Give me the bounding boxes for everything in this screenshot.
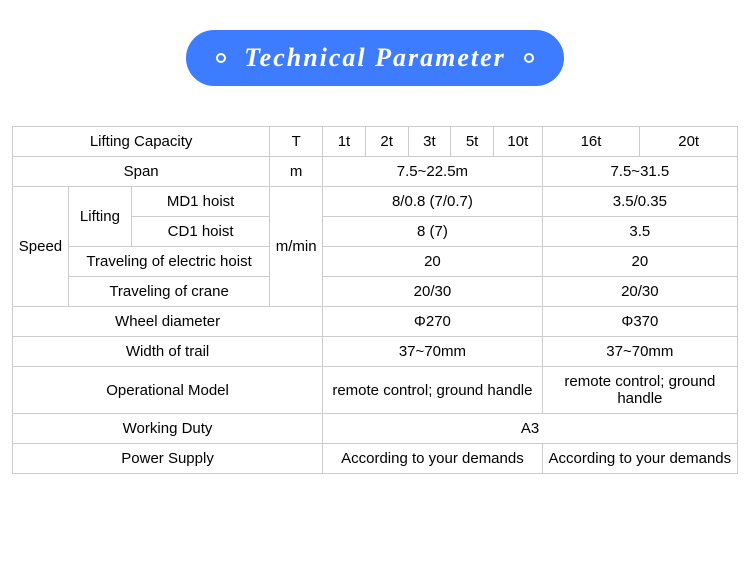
row-wheel-diameter: Wheel diameter Φ270 Φ370 [13,307,738,337]
row-width-trail: Width of trail 37~70mm 37~70mm [13,337,738,367]
travel-crane-b: 20/30 [542,277,737,307]
page-title: Technical Parameter [244,43,506,73]
wheel-a: Φ270 [323,307,543,337]
power-a: According to your demands [323,444,543,474]
val-1t: 1t [323,127,366,157]
travel-hoist-a: 20 [323,247,543,277]
row-span: Span m 7.5~22.5m 7.5~31.5 [13,157,738,187]
dot-left-icon [216,53,226,63]
row-working-duty: Working Duty A3 [13,414,738,444]
duty-all: A3 [323,414,738,444]
label-travel-crane: Traveling of crane [68,277,269,307]
md1-a: 8/0.8 (7/0.7) [323,187,543,217]
unit-speed: m/min [270,187,323,307]
header: Technical Parameter [0,0,750,126]
trail-a: 37~70mm [323,337,543,367]
md1-b: 3.5/0.35 [542,187,737,217]
row-md1: Speed Lifting MD1 hoist m/min 8/0.8 (7/0… [13,187,738,217]
val-2t: 2t [365,127,408,157]
label-speed: Speed [13,187,69,307]
label-opmodel: Operational Model [13,367,323,414]
opmodel-a: remote control; ground handle [323,367,543,414]
dot-right-icon [524,53,534,63]
unit-lifting-capacity: T [270,127,323,157]
row-power-supply: Power Supply According to your demands A… [13,444,738,474]
travel-hoist-b: 20 [542,247,737,277]
row-travel-hoist: Traveling of electric hoist 20 20 [13,247,738,277]
unit-span: m [270,157,323,187]
label-lifting-capacity: Lifting Capacity [13,127,270,157]
label-lifting: Lifting [68,187,131,247]
wheel-b: Φ370 [542,307,737,337]
row-lifting-capacity: Lifting Capacity T 1t 2t 3t 5t 10t 16t 2… [13,127,738,157]
label-travel-hoist: Traveling of electric hoist [68,247,269,277]
label-cd1: CD1 hoist [131,217,269,247]
parameter-table: Lifting Capacity T 1t 2t 3t 5t 10t 16t 2… [12,126,738,474]
cd1-b: 3.5 [542,217,737,247]
val-5t: 5t [451,127,494,157]
header-pill: Technical Parameter [186,30,564,86]
val-16t: 16t [542,127,640,157]
row-travel-crane: Traveling of crane 20/30 20/30 [13,277,738,307]
label-trail: Width of trail [13,337,323,367]
trail-b: 37~70mm [542,337,737,367]
val-3t: 3t [408,127,451,157]
label-md1: MD1 hoist [131,187,269,217]
cd1-a: 8 (7) [323,217,543,247]
label-duty: Working Duty [13,414,323,444]
parameter-table-wrap: Lifting Capacity T 1t 2t 3t 5t 10t 16t 2… [0,126,750,486]
power-b: According to your demands [542,444,737,474]
row-operational-model: Operational Model remote control; ground… [13,367,738,414]
label-power: Power Supply [13,444,323,474]
label-span: Span [13,157,270,187]
span-a: 7.5~22.5m [323,157,543,187]
val-20t: 20t [640,127,738,157]
span-b: 7.5~31.5 [542,157,737,187]
label-wheel: Wheel diameter [13,307,323,337]
val-10t: 10t [493,127,542,157]
opmodel-b: remote control; ground handle [542,367,737,414]
travel-crane-a: 20/30 [323,277,543,307]
